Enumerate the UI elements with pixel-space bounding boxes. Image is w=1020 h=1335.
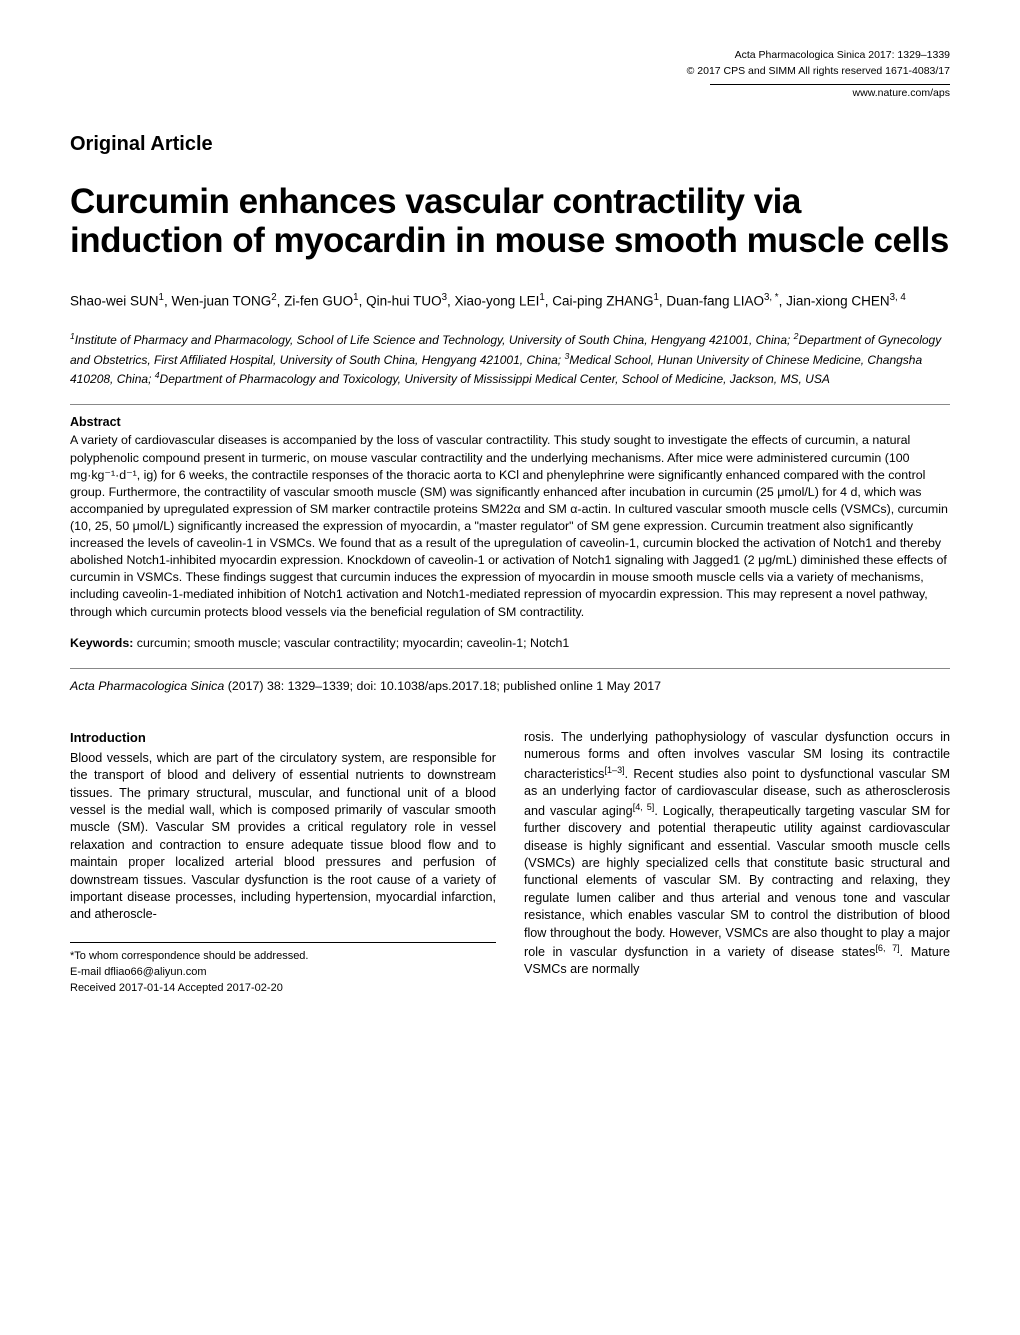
abstract-heading: Abstract bbox=[70, 415, 950, 429]
body-columns: Introduction Blood vessels, which are pa… bbox=[70, 729, 950, 997]
column-right: rosis. The underlying pathophysiology of… bbox=[524, 729, 950, 997]
article-type: Original Article bbox=[70, 133, 950, 156]
affiliations: 1Institute of Pharmacy and Pharmacology,… bbox=[70, 330, 950, 388]
column-left: Introduction Blood vessels, which are pa… bbox=[70, 729, 496, 997]
article-title: Curcumin enhances vascular contractility… bbox=[70, 182, 950, 260]
abstract-body: A variety of cardiovascular diseases is … bbox=[70, 432, 950, 620]
citation-journal: Acta Pharmacologica Sinica bbox=[70, 679, 224, 693]
keywords-value: curcumin; smooth muscle; vascular contra… bbox=[133, 636, 569, 650]
keywords-label: Keywords: bbox=[70, 636, 133, 650]
divider-top bbox=[70, 404, 950, 405]
citation-details: (2017) 38: 1329–1339; doi: 10.1038/aps.2… bbox=[224, 679, 661, 693]
footnote-email: E-mail dfliao66@aliyun.com bbox=[70, 965, 496, 981]
footnote-block: *To whom correspondence should be addres… bbox=[70, 949, 496, 997]
keywords: Keywords: curcumin; smooth muscle; vascu… bbox=[70, 635, 950, 652]
journal-line: Acta Pharmacologica Sinica 2017: 1329–13… bbox=[70, 48, 950, 64]
divider-mid bbox=[70, 668, 950, 669]
copyright-line: © 2017 CPS and SIMM All rights reserved … bbox=[70, 64, 950, 80]
intro-col2-text: rosis. The underlying pathophysiology of… bbox=[524, 729, 950, 979]
journal-header: Acta Pharmacologica Sinica 2017: 1329–13… bbox=[70, 48, 950, 80]
intro-heading: Introduction bbox=[70, 729, 496, 747]
authors-list: Shao-wei SUN1, Wen-juan TONG2, Zi-fen GU… bbox=[70, 290, 950, 312]
intro-col1-text: Blood vessels, which are part of the cir… bbox=[70, 750, 496, 924]
citation: Acta Pharmacologica Sinica (2017) 38: 13… bbox=[70, 679, 950, 693]
footnote-correspondence: *To whom correspondence should be addres… bbox=[70, 949, 496, 965]
journal-url: www.nature.com/aps bbox=[710, 84, 950, 99]
footnote-dates: Received 2017-01-14 Accepted 2017-02-20 bbox=[70, 981, 496, 997]
footnote-separator bbox=[70, 942, 496, 943]
